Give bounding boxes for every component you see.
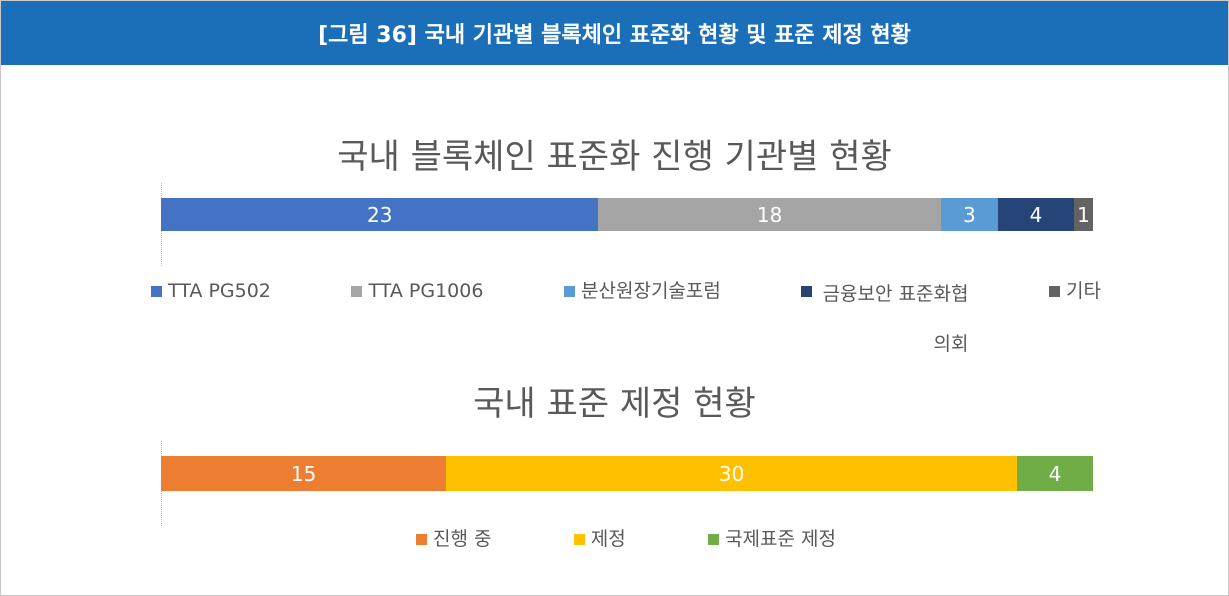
data-label: 18 bbox=[756, 202, 783, 227]
legend-swatch bbox=[573, 534, 585, 545]
chart-title: 국내 블록체인 표준화 진행 기관별 현황 bbox=[337, 137, 892, 177]
legend-label: 국제표준 제정 bbox=[725, 528, 836, 550]
legend-swatch bbox=[1049, 286, 1061, 297]
legend-swatch bbox=[351, 286, 363, 297]
legend-item: 금융보안 표준화협의회 bbox=[801, 269, 968, 369]
legend-item: 국제표준 제정 bbox=[708, 517, 836, 561]
legend-label: TTA PG502 bbox=[168, 280, 271, 302]
bar-segment: 23 bbox=[161, 198, 599, 231]
legend-swatch bbox=[564, 286, 576, 297]
legend-label: TTA PG1006 bbox=[368, 280, 484, 302]
bar-segment: 15 bbox=[161, 456, 447, 491]
legend-item: 분산원장기술포럼 bbox=[564, 269, 721, 369]
legend-item: 제정 bbox=[573, 517, 626, 561]
legend-label: 기타 bbox=[1066, 280, 1101, 302]
bar-segment: 18 bbox=[598, 198, 941, 231]
data-label: 4 bbox=[1029, 202, 1043, 227]
data-label: 4 bbox=[1048, 461, 1062, 486]
bar-segment: 4 bbox=[1016, 456, 1093, 491]
legend: 진행 중 제정 국제표준 제정 bbox=[416, 517, 836, 561]
legend-swatch bbox=[708, 534, 720, 545]
data-label: 15 bbox=[290, 461, 317, 486]
legend-swatch bbox=[151, 286, 162, 297]
legend-item: 기타 bbox=[1049, 269, 1101, 369]
legend-label: 금융보안 표준화협의회 bbox=[822, 283, 969, 355]
bar-segment: 30 bbox=[446, 456, 1017, 491]
header-title: [그림 36] 국내 기관별 블록체인 표준화 현황 및 표준 제정 현황 bbox=[1, 1, 1228, 65]
legend-item: TTA PG502 bbox=[151, 269, 271, 369]
data-label: 23 bbox=[367, 202, 393, 227]
legend-item: 진행 중 bbox=[416, 517, 491, 561]
data-label: 1 bbox=[1077, 202, 1090, 227]
legend-label: 제정 bbox=[590, 528, 626, 550]
legend-label: 분산원장기술포럼 bbox=[581, 280, 721, 302]
legend: TTA PG502 TTA PG1006 분산원장기술포럼 금융보안 표준화협의회 기타 bbox=[151, 269, 1101, 369]
data-label: 3 bbox=[962, 202, 976, 227]
legend-swatch bbox=[801, 286, 813, 297]
bar-segment: 1 bbox=[1073, 198, 1093, 231]
bar-segment: 4 bbox=[997, 198, 1074, 231]
legend-swatch bbox=[416, 534, 427, 545]
legend-item: TTA PG1006 bbox=[351, 269, 483, 369]
legend-label: 진행 중 bbox=[433, 528, 492, 550]
chart-title: 국내 표준 제정 현황 bbox=[473, 384, 756, 424]
bar-segment: 3 bbox=[940, 198, 998, 231]
data-label: 30 bbox=[718, 461, 745, 486]
